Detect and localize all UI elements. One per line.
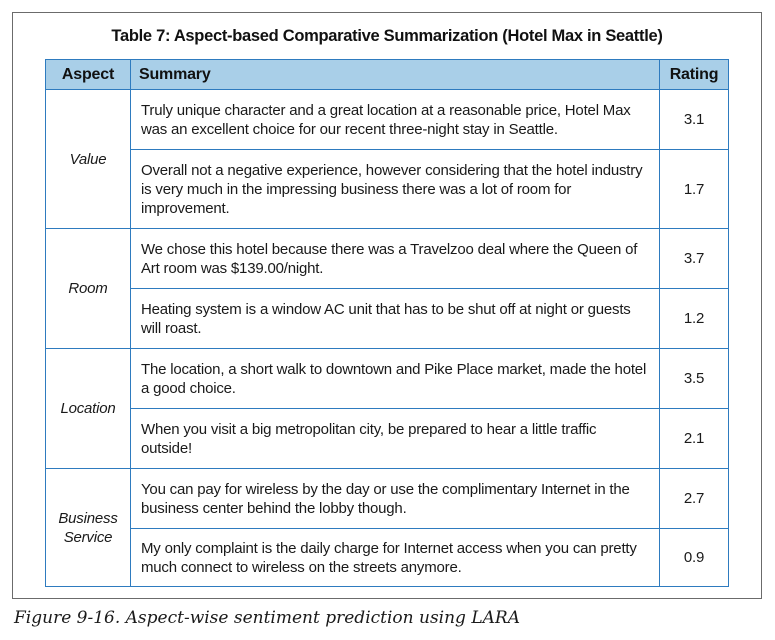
rating-cell: 1.2	[659, 288, 729, 349]
table-row: My only complaint is the daily charge fo…	[46, 528, 729, 587]
table-row: Value Truly unique character and a great…	[45, 89, 729, 229]
header-aspect: Aspect	[45, 59, 131, 90]
aspect-cell-location: Location	[45, 348, 131, 469]
aspect-cell-value: Value	[45, 89, 131, 229]
header-row: Aspect Summary Rating	[45, 59, 729, 90]
aspect-cell-room: Room	[45, 228, 131, 349]
table-frame: Table 7: Aspect-based Comparative Summar…	[12, 12, 762, 599]
table-row: Heating system is a window AC unit that …	[46, 288, 729, 349]
figure-caption: Figure 9-16. Aspect-wise sentiment predi…	[14, 608, 520, 628]
rating-cell: 3.1	[659, 89, 729, 150]
table-row: Overall not a negative experience, howev…	[46, 149, 729, 229]
table-row: When you visit a big metropolitan city, …	[46, 408, 729, 469]
summary-cell: We chose this hotel because there was a …	[130, 228, 660, 289]
table-row: Room We chose this hotel because there w…	[45, 228, 729, 349]
table-row: Location The location, a short walk to d…	[45, 348, 729, 469]
table-title: Table 7: Aspect-based Comparative Summar…	[111, 27, 663, 45]
rating-cell: 0.9	[659, 528, 729, 587]
summary-cell: The location, a short walk to downtown a…	[130, 348, 660, 409]
summary-cell: My only complaint is the daily charge fo…	[130, 528, 660, 587]
summary-cell: Overall not a negative experience, howev…	[130, 149, 660, 229]
summary-cell: Heating system is a window AC unit that …	[130, 288, 660, 349]
header-summary: Summary	[130, 59, 660, 90]
aspect-cell-business-service: Business Service	[45, 468, 131, 587]
table-row: Business Service You can pay for wireles…	[45, 468, 729, 587]
rating-cell: 3.5	[659, 348, 729, 409]
summary-cell: You can pay for wireless by the day or u…	[130, 468, 660, 529]
summary-cell: When you visit a big metropolitan city, …	[130, 408, 660, 469]
rating-cell: 1.7	[659, 149, 729, 229]
header-rating: Rating	[659, 59, 729, 90]
rating-cell: 2.1	[659, 408, 729, 469]
rating-cell: 3.7	[659, 228, 729, 289]
summary-cell: Truly unique character and a great locat…	[130, 89, 660, 150]
summary-table: Aspect Summary Rating Value Truly unique…	[45, 59, 729, 587]
rating-cell: 2.7	[659, 468, 729, 529]
